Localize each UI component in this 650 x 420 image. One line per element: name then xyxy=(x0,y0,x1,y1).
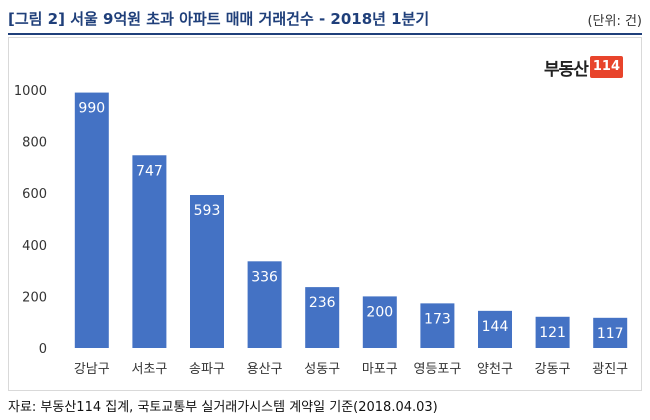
bar-value-label: 747 xyxy=(136,163,163,179)
y-tick-label: 800 xyxy=(22,136,47,151)
chart-panel: 부동산 114 0 200 400 600 800 1000 990 강남구 747 서초구 593… xyxy=(8,37,642,391)
x-tick-label: 마포구 xyxy=(362,362,398,377)
chart-title: [그림 2] 서울 9억원 초과 아파트 매매 거래건수 - 2018년 1분기 xyxy=(8,10,430,28)
y-tick-label: 200 xyxy=(22,290,47,305)
unit-label: (단위: 건) xyxy=(587,14,642,29)
bar-2 xyxy=(132,155,167,348)
bar-value-label: 200 xyxy=(366,304,393,320)
bar-10 xyxy=(593,317,628,348)
logo-badge: 114 xyxy=(589,56,623,78)
bar-value-label: 593 xyxy=(194,203,221,219)
source-note: 자료: 부동산114 집계, 국토교통부 실거래가시스템 계약일 기준(2018… xyxy=(8,400,438,415)
x-tick-label: 송파구 xyxy=(189,362,225,377)
bar-3 xyxy=(190,195,224,348)
x-tick-label: 영등포구 xyxy=(413,362,461,377)
bar-8 xyxy=(478,310,512,348)
bar-6 xyxy=(362,296,397,348)
y-tick-label: 0 xyxy=(39,342,47,357)
bar-4 xyxy=(247,261,282,348)
bar-value-label: 990 xyxy=(78,101,105,117)
bar-value-label: 173 xyxy=(424,311,451,327)
x-tick-label: 강동구 xyxy=(535,362,571,377)
x-tick-label: 양천구 xyxy=(477,362,513,377)
logo-text: 부동산 xyxy=(543,59,589,80)
title-divider xyxy=(8,33,642,35)
bar-chart: 0 200 400 600 800 1000 990 강남구 747 서초구 593 송파구 336 용산… xyxy=(14,84,628,377)
y-tick-label: 400 xyxy=(22,239,47,254)
bar-value-label: 236 xyxy=(309,295,336,311)
bar-1 xyxy=(74,92,109,348)
y-tick-label: 600 xyxy=(22,187,47,202)
x-tick-label: 강남구 xyxy=(74,362,110,377)
bar-value-label: 117 xyxy=(597,326,624,342)
bar-value-label: 336 xyxy=(251,269,278,285)
brand-logo: 부동산 114 xyxy=(543,55,623,80)
chart-header: [그림 2] 서울 9억원 초과 아파트 매매 거래건수 - 2018년 1분기… xyxy=(8,8,642,30)
x-tick-label: 서초구 xyxy=(131,362,167,377)
x-tick-label: 용산구 xyxy=(247,362,283,377)
y-tick-label: 1000 xyxy=(14,84,47,99)
x-tick-label: 광진구 xyxy=(592,362,628,377)
bar-7 xyxy=(420,303,455,348)
x-tick-label: 성동구 xyxy=(304,362,340,377)
bar-value-label: 144 xyxy=(482,319,509,335)
bar-value-label: 121 xyxy=(539,325,566,341)
bar-5 xyxy=(305,287,340,348)
bar-9 xyxy=(535,316,570,348)
